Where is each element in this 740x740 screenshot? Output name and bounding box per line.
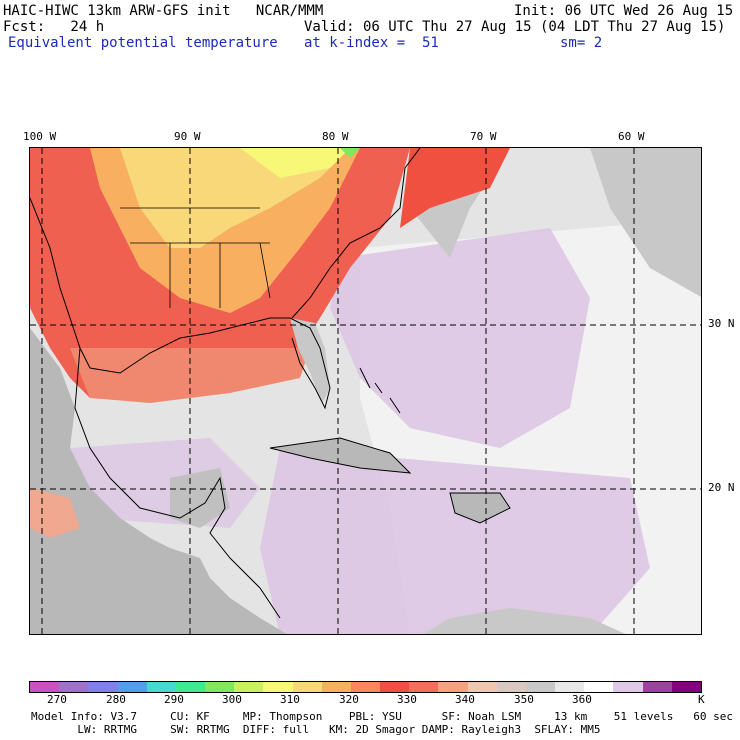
colorbar-swatch-17 [525,682,556,692]
model-info-line-1: Model Info: V3.7 CU: KF MP: Thompson PBL… [31,710,733,723]
init-time: Init: 06 UTC Wed 26 Aug 15 [514,3,734,19]
lat-label-30n: 30 N [708,317,735,330]
grey-band-northeast [590,148,701,297]
cbar-label-340: 340 [455,693,475,706]
cbar-label-350: 350 [514,693,534,706]
gulf-coast-line [30,197,331,410]
colorbar-swatch-12 [380,682,410,692]
cbar-label-330: 330 [397,693,417,706]
colorbar-swatch-22 [671,682,701,692]
graticule [30,148,701,634]
lon-label-70w: 70 W [470,130,497,143]
theta-e-map [29,147,702,635]
warm-plume-offshore [400,148,510,228]
lon-label-90w: 90 W [174,130,201,143]
colorbar-swatch-5 [175,682,206,692]
cbar-label-310: 310 [280,693,300,706]
field-name: Equivalent potential temperature [8,35,278,51]
atlantic-coast-line [291,148,421,319]
cbar-label-320: 320 [339,693,359,706]
colorbar-swatch-6 [205,682,235,692]
colorbar-swatch-19 [584,682,614,692]
mexico-land [30,328,287,634]
colorbar-swatch-14 [438,682,468,692]
bahamas-outline [359,367,401,414]
cuba-coast-line [269,437,412,474]
forecast-hour: Fcst: 24 h [3,19,105,35]
colorbar-swatch-13 [409,682,439,692]
colorbar-swatch-7 [234,682,264,692]
lat-label-20n: 20 N [708,481,735,494]
cbar-label-360: 360 [572,693,592,706]
colorbar [29,681,702,693]
colorbar-swatch-4 [146,682,176,692]
florida-land [290,318,330,403]
map-canvas [30,148,701,634]
cbar-unit: K [698,693,705,706]
colorbar-swatch-16 [496,682,526,692]
colorbar-swatch-18 [555,682,585,692]
colorbar-swatch-15 [467,682,497,692]
lon-label-60w: 60 W [618,130,645,143]
lon-label-100w: 100 W [23,130,57,143]
mexico-coast-line [74,347,281,619]
lavender-field-north [330,228,590,448]
model-info-line-2: LW: RRTMG SW: RRTMG DIFF: full KM: 2D Sm… [31,723,601,736]
lon-label-80w: 80 W [322,130,349,143]
colorbar-swatch-10 [321,682,351,692]
colorbar-swatch-21 [642,682,672,692]
gulf-moist-tongue [70,348,310,403]
valid-time: Valid: 06 UTC Thu 27 Aug 15 (04 LDT Thu … [304,19,726,35]
cuba-land [270,438,410,473]
green-patch [340,148,360,158]
colorbar-swatch-0 [30,682,60,692]
cbar-label-290: 290 [164,693,184,706]
hispaniola-coast-line [449,492,511,524]
colorbar-swatch-20 [613,682,643,692]
colorbar-swatch-8 [263,682,293,692]
yucatan-land [170,468,230,528]
colorbar-swatch-11 [350,682,381,692]
colorbar-swatch-1 [59,682,89,692]
south-america-land [423,608,626,634]
model-title: HAIC-HIWC 13km ARW-GFS init NCAR/MMM [3,3,324,19]
colorbar-swatch-3 [117,682,147,692]
cbar-label-300: 300 [222,693,242,706]
colorbar-swatch-9 [292,682,322,692]
lavender-field-caribbean [260,448,650,634]
smoothing-info: sm= 2 [560,35,603,51]
pale-yellow-field [240,148,350,178]
colorbar-swatch-2 [88,682,118,692]
cbar-label-270: 270 [47,693,67,706]
cbar-label-280: 280 [106,693,126,706]
level-info: at k-index = 51 [304,35,439,51]
